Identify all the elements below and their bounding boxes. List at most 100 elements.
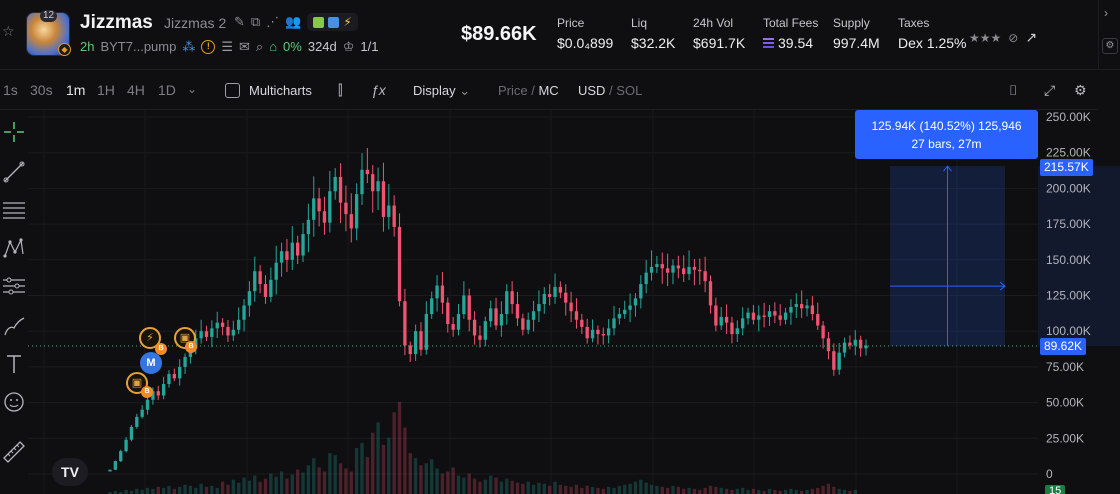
chart-toolbar: 1s 30s 1m 1H 4H 1D ⌄ Multicharts ⫿ ƒx Di… bbox=[0, 70, 1098, 110]
stat-supply: Supply 997.4M bbox=[833, 16, 880, 51]
candle-body bbox=[113, 461, 118, 470]
warning-icon[interactable]: ! bbox=[201, 39, 216, 54]
timeframe-1s[interactable]: 1s bbox=[3, 82, 18, 98]
search-icon[interactable]: ⌕ bbox=[255, 38, 264, 54]
candle-body bbox=[119, 451, 123, 462]
candlesticks bbox=[108, 148, 868, 472]
currency-toggle[interactable]: USD / SOL bbox=[578, 83, 642, 98]
display-dropdown[interactable]: Display ⌄ bbox=[413, 83, 470, 99]
settings-gear-icon[interactable]: ⚙ bbox=[1074, 82, 1087, 98]
trendline-tool-icon[interactable] bbox=[2, 160, 26, 184]
volume-bar bbox=[472, 478, 477, 494]
people-icon[interactable]: 👥 bbox=[285, 14, 302, 29]
tradingview-logo-icon[interactable]: TV bbox=[52, 458, 88, 486]
menu-circle-icon[interactable]: ☰ bbox=[221, 38, 233, 54]
brush-tool-icon[interactable] bbox=[2, 314, 26, 338]
token-address[interactable]: BYT7...pump bbox=[100, 39, 177, 54]
migration-marker-m-icon[interactable]: M bbox=[140, 352, 162, 374]
buy-marker-b-icon[interactable]: B bbox=[155, 343, 167, 355]
favorite-star-icon[interactable]: ☆ bbox=[2, 23, 15, 39]
stat-value: 39.54 bbox=[778, 35, 814, 51]
timeframe-1d[interactable]: 1D bbox=[158, 82, 176, 98]
multicharts-label[interactable]: Multicharts bbox=[249, 83, 312, 98]
token-subname: Jizzmas 2 bbox=[164, 15, 227, 31]
chart-note-icon[interactable]: ✉ bbox=[239, 38, 250, 54]
buy-marker-b-icon[interactable]: B bbox=[185, 341, 197, 353]
multicharts-checkbox[interactable] bbox=[225, 83, 240, 98]
timeframe-30s[interactable]: 30s bbox=[30, 82, 53, 98]
hide-eye-icon[interactable]: ⊘ bbox=[1008, 30, 1019, 45]
volume-bar bbox=[440, 473, 445, 494]
fullscreen-icon[interactable]: ⤢ bbox=[1044, 82, 1056, 98]
volume-bar bbox=[633, 481, 638, 494]
rail-settings-icon[interactable]: ⚙ bbox=[1102, 38, 1118, 54]
timeframe-4h[interactable]: 4H bbox=[127, 82, 145, 98]
display-label: Display bbox=[413, 83, 456, 98]
volume-bar bbox=[344, 468, 348, 494]
camera-icon[interactable]: ⌷ bbox=[1009, 82, 1018, 98]
edit-icon[interactable]: ✎ bbox=[234, 14, 245, 29]
lightning-icon: ⚡ bbox=[343, 15, 352, 29]
share-icon[interactable]: ⋰ bbox=[266, 14, 280, 29]
ruler-tool-icon[interactable] bbox=[2, 440, 26, 464]
percent-value: 0% bbox=[283, 39, 302, 54]
fib-tool-icon[interactable] bbox=[2, 198, 26, 222]
candle-body bbox=[376, 181, 380, 192]
holders-icon[interactable]: ⁂ bbox=[182, 38, 196, 54]
volume-bar bbox=[435, 468, 439, 494]
external-link-icon[interactable]: ↗ bbox=[1025, 29, 1038, 45]
blue-badge-icon bbox=[328, 16, 340, 28]
copy-icon[interactable]: ⧉ bbox=[250, 14, 261, 29]
indicators-fx-icon[interactable]: ƒx bbox=[371, 82, 386, 98]
candle-body bbox=[279, 251, 284, 263]
prediction-tool-icon[interactable] bbox=[2, 274, 26, 298]
volume-bar bbox=[387, 437, 391, 494]
volume-bar bbox=[446, 471, 450, 494]
candle-body bbox=[703, 271, 707, 282]
volume-bar bbox=[253, 475, 257, 494]
candle-body bbox=[231, 329, 235, 336]
candle-body bbox=[510, 291, 514, 305]
volume-bar bbox=[746, 489, 750, 494]
separator: / bbox=[527, 83, 539, 98]
timeframe-1m[interactable]: 1m bbox=[66, 82, 86, 98]
volume-bar bbox=[612, 487, 616, 494]
text-tool-icon[interactable] bbox=[2, 352, 26, 376]
volume-bar bbox=[489, 475, 493, 494]
price-mc-toggle[interactable]: Price / MC bbox=[498, 83, 559, 98]
volume-bar bbox=[220, 481, 225, 494]
candle-body bbox=[751, 312, 756, 320]
volume-bar bbox=[349, 471, 353, 494]
badge-pill[interactable]: ⚡ bbox=[307, 13, 358, 31]
candle-body bbox=[489, 308, 493, 322]
volume-bar bbox=[499, 481, 504, 494]
candle-body bbox=[746, 312, 750, 319]
candle-body bbox=[816, 314, 820, 326]
candle-body bbox=[462, 295, 466, 315]
candle-body bbox=[564, 292, 568, 303]
volume-bar bbox=[687, 487, 691, 494]
timeframe-1h[interactable]: 1H bbox=[97, 82, 115, 98]
rating-stars[interactable]: ★★★ bbox=[969, 30, 1002, 45]
lightning-trade-marker-icon[interactable]: ⚡ bbox=[139, 327, 161, 349]
timeframe-chevron-down-icon[interactable]: ⌄ bbox=[187, 82, 198, 96]
measure-arrow-head bbox=[999, 281, 1006, 291]
volume-bar bbox=[714, 486, 718, 494]
crosshair-tool-icon[interactable] bbox=[2, 120, 26, 144]
candle-body bbox=[612, 318, 616, 329]
volume-bar bbox=[226, 484, 230, 494]
drawing-tools bbox=[0, 110, 28, 494]
candle-body bbox=[397, 226, 402, 302]
pattern-tool-icon[interactable] bbox=[2, 236, 26, 260]
volume-bar bbox=[816, 487, 820, 494]
chevron-right-icon[interactable]: › bbox=[1104, 6, 1108, 20]
volume-bar bbox=[789, 488, 793, 494]
volume-bar bbox=[585, 485, 589, 494]
emoji-tool-icon[interactable] bbox=[2, 390, 26, 414]
buy-marker-b-icon[interactable]: B bbox=[141, 386, 153, 398]
candle-type-icon[interactable]: ⫿ bbox=[338, 82, 343, 98]
candle-body bbox=[161, 384, 166, 396]
volume-bar bbox=[215, 487, 219, 494]
volume-bar bbox=[665, 487, 670, 494]
